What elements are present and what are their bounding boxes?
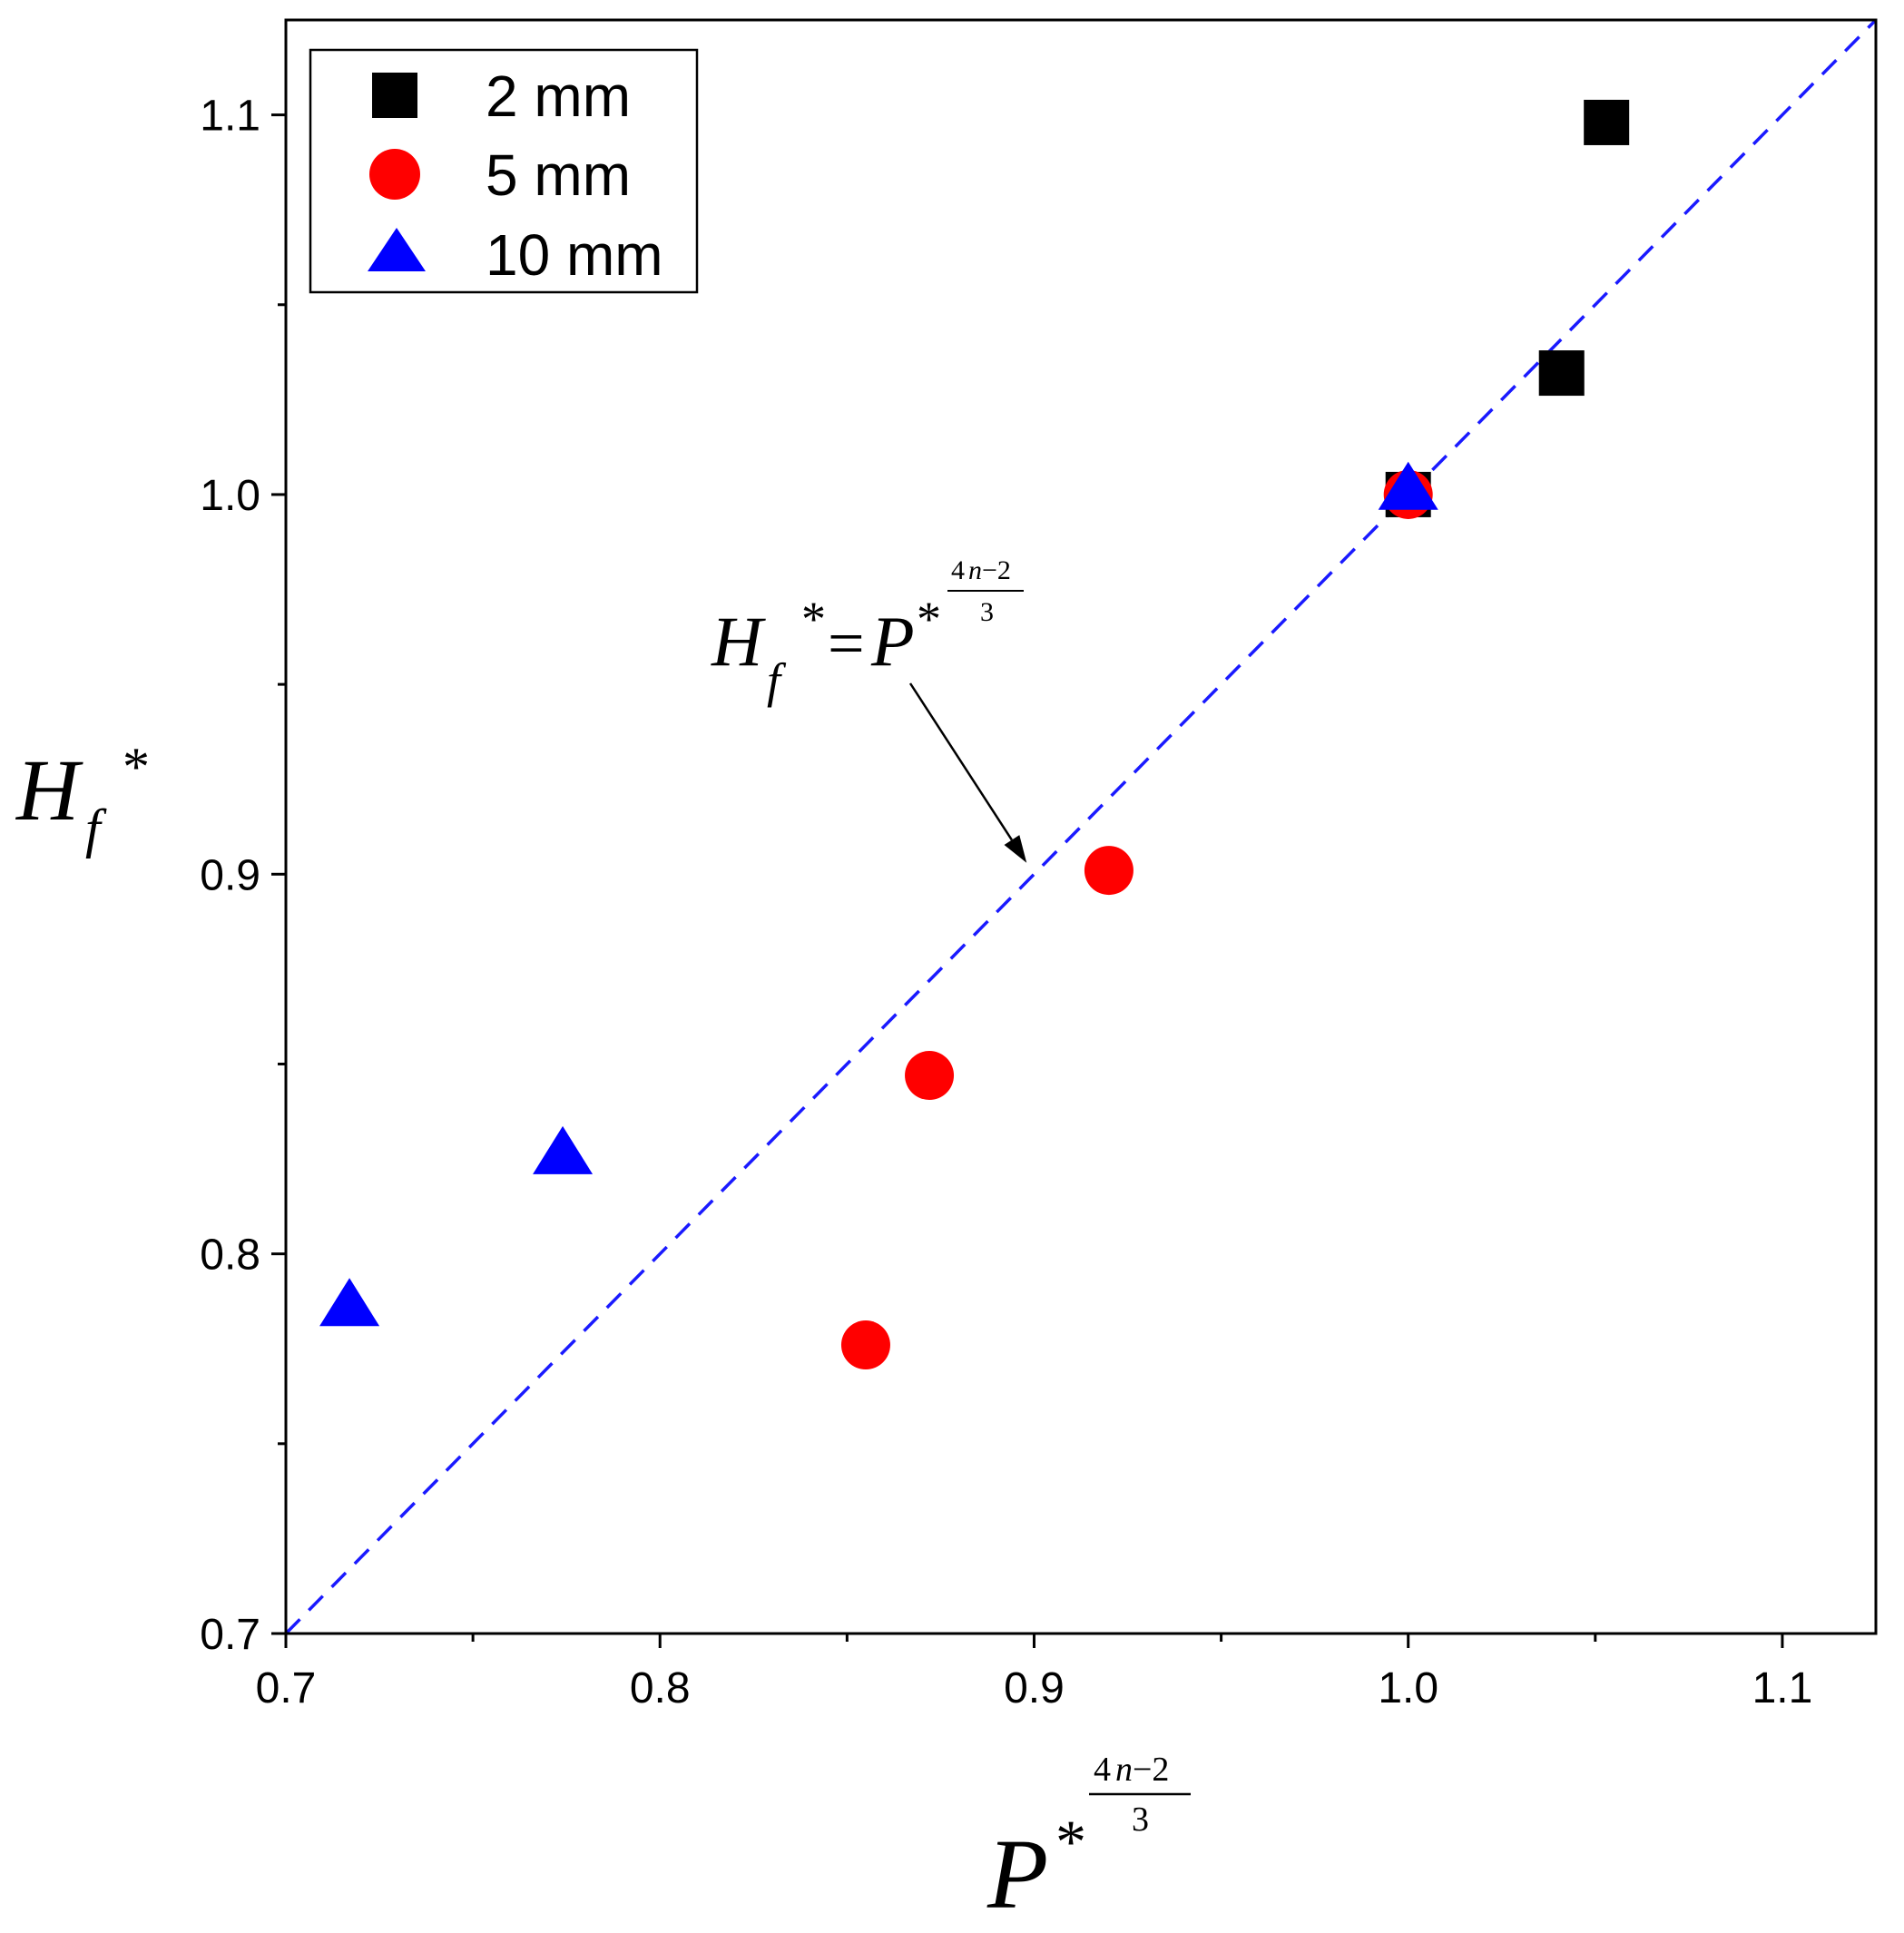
legend-marker-5mm: [369, 149, 420, 200]
annotation-sub-f: f: [767, 653, 787, 708]
y-axis-label: H f *: [15, 737, 150, 859]
legend-marker-2mm: [372, 73, 417, 118]
x-tick-label: 0.7: [256, 1664, 317, 1712]
legend-label-5mm: 5 mm: [486, 142, 631, 208]
y-tick-label: 0.9: [200, 851, 260, 899]
data-point-2mm: [1584, 99, 1630, 145]
annotation-arrowhead: [1004, 835, 1027, 863]
y-tick-label: 1.0: [200, 472, 260, 520]
annotation-exponent-numerator: 4 n−2: [951, 555, 1011, 585]
annotation-base-p: P: [870, 602, 915, 681]
x-axis-label-exponent-numerator: 4 n−2: [1094, 1751, 1169, 1789]
x-axis-label-exponent-denominator: 3: [1132, 1801, 1149, 1839]
legend-label-10mm: 10 mm: [486, 222, 663, 288]
x-tick-label: 0.9: [1004, 1664, 1065, 1712]
y-tick-label: 0.7: [200, 1611, 260, 1659]
legend: 2 mm 5 mm 10 mm: [309, 48, 699, 294]
x-tick-label: 0.8: [630, 1664, 691, 1712]
tick-layer: 0.7 0.8 0.9 1.0 1.1 0.7 0.8 0.9 1.0 1.1: [200, 93, 1812, 1712]
data-point-10mm: [1378, 461, 1438, 510]
annotation-exponent-denominator: 3: [980, 597, 994, 627]
reference-line-y-equals-x: [284, 18, 1878, 1635]
y-axis-label-sup: *: [123, 737, 150, 797]
plot-frame: [284, 18, 1878, 1635]
reference-line-layer: [284, 18, 1878, 1635]
y-axis-label-base: H: [15, 741, 83, 839]
x-axis-label-base: P: [986, 1819, 1048, 1929]
data-point-2mm: [1538, 350, 1585, 397]
marker-layer: [319, 99, 1630, 1370]
data-point-10mm: [533, 1125, 594, 1174]
legend-marker-10mm: [368, 228, 426, 271]
data-point-5mm: [1084, 846, 1134, 896]
data-point-10mm: [319, 1278, 380, 1327]
annotation-equals: =: [828, 607, 865, 680]
annotation-sup-star-right: *: [917, 592, 941, 646]
annotation-arrow: [908, 682, 1013, 841]
x-tick-label: 1.1: [1752, 1664, 1813, 1712]
annotation-sup-star-left: *: [801, 592, 826, 646]
legend-label-2mm: 2 mm: [486, 64, 631, 129]
y-axis-label-sub: f: [85, 799, 107, 859]
x-tick-label: 1.0: [1378, 1664, 1438, 1712]
y-tick-label: 0.8: [200, 1231, 260, 1280]
x-axis-label: P * 4 n−2 3: [986, 1751, 1191, 1929]
x-axis-label-sup: *: [1055, 1807, 1086, 1876]
annotation-layer: H f * = P * 4 n−2 3: [711, 555, 1027, 863]
annotation-formula: H: [711, 602, 766, 681]
data-point-5mm: [905, 1051, 955, 1101]
data-point-5mm: [840, 1320, 890, 1370]
y-tick-label: 1.1: [200, 93, 260, 141]
